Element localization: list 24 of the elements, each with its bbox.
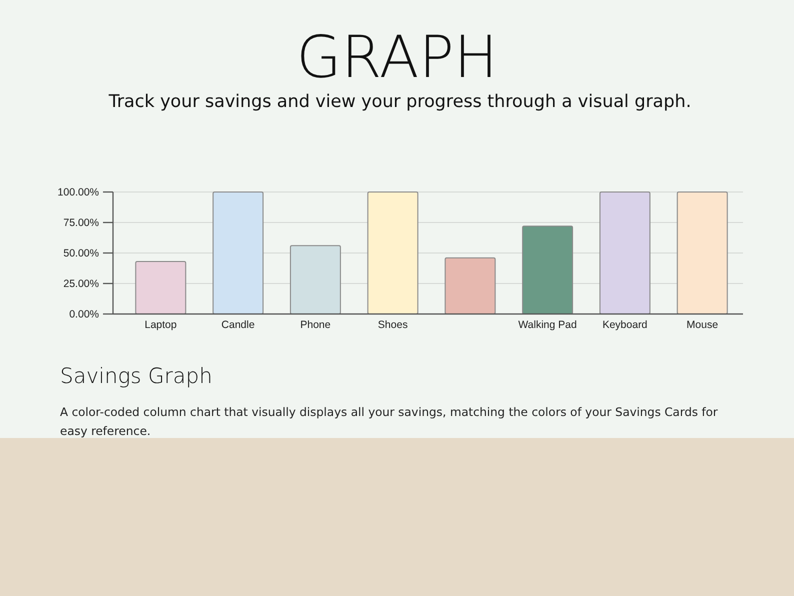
bar	[290, 245, 341, 314]
bar	[135, 261, 186, 314]
bar	[676, 192, 728, 314]
text: Savings Graph	[60, 364, 212, 388]
bar	[599, 192, 650, 314]
y-tick-label: 100.00%	[58, 186, 99, 199]
y-tick-label: 75.00%	[63, 217, 99, 230]
x-tick-label: Mouse	[686, 319, 718, 331]
bar	[444, 257, 496, 314]
y-tick-label: 0.00%	[69, 308, 99, 321]
chart-subtitle: Track your savings and view your progress through a visual graph.	[108, 92, 692, 112]
x-tick-label: Walking Pad	[518, 319, 577, 331]
x-tick-label: Laptop	[144, 319, 177, 331]
y-tick-label: 25.00%	[63, 278, 99, 290]
x-tick-label: Phone	[300, 319, 331, 331]
bar	[522, 226, 574, 314]
y-tick-label: 50.00%	[63, 248, 99, 260]
x-tick-label: Candle	[221, 319, 255, 331]
text: A color-coded column chart that visually displays all your savings, matching the colors of your Savings Cards for easy reference.	[60, 404, 719, 440]
bar	[212, 192, 264, 314]
x-tick-label: Keyboard	[602, 319, 648, 331]
bar	[367, 192, 418, 314]
x-tick-label: Shoes	[378, 319, 408, 331]
chart-title: GRAPH	[296, 23, 498, 91]
